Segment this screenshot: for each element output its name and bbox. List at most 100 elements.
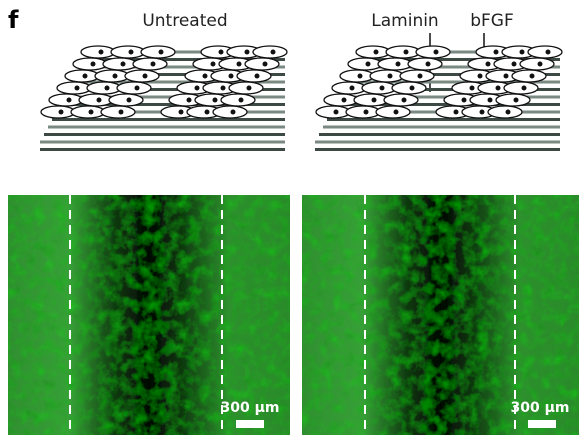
nucleus <box>211 62 216 67</box>
micrograph: 300 µm 300 µm <box>8 195 579 435</box>
cell <box>245 58 279 70</box>
cell <box>376 106 410 118</box>
schematic-label: bFGF <box>470 11 514 31</box>
nucleus <box>366 62 371 67</box>
scale-bar-label: 300 µm <box>221 400 280 416</box>
nucleus <box>512 62 517 67</box>
nucleus <box>410 86 415 91</box>
nucleus <box>271 50 276 55</box>
nucleus <box>263 62 268 67</box>
nucleus <box>388 74 393 79</box>
nucleus <box>404 50 409 55</box>
nucleus <box>496 86 501 91</box>
cell <box>512 70 546 82</box>
cell <box>87 82 121 94</box>
nucleus <box>121 62 126 67</box>
nucleus <box>159 50 164 55</box>
nucleus <box>143 74 148 79</box>
scale-bar <box>528 420 556 428</box>
cell <box>141 46 175 58</box>
scale-bar <box>236 420 264 428</box>
cell <box>101 106 135 118</box>
cell <box>133 58 167 70</box>
nucleus <box>195 86 200 91</box>
nucleus <box>67 98 72 103</box>
nucleus <box>127 98 132 103</box>
nucleus <box>179 110 184 115</box>
nucleus <box>488 98 493 103</box>
cell <box>229 82 263 94</box>
nucleus <box>237 62 242 67</box>
cell <box>221 94 255 106</box>
cell <box>253 46 287 58</box>
nucleus <box>205 110 210 115</box>
nucleus <box>151 62 156 67</box>
nucleus <box>402 98 407 103</box>
nucleus <box>59 110 64 115</box>
cell <box>520 58 554 70</box>
nucleus <box>426 62 431 67</box>
cell <box>392 82 426 94</box>
nucleus <box>462 98 467 103</box>
cell <box>504 82 538 94</box>
nucleus <box>546 50 551 55</box>
cell <box>125 70 159 82</box>
cell <box>496 94 530 106</box>
cell <box>362 82 396 94</box>
nucleus <box>358 74 363 79</box>
nucleus <box>538 62 543 67</box>
nucleus <box>255 74 260 79</box>
nucleus <box>89 110 94 115</box>
image-right <box>302 195 579 435</box>
cell <box>384 94 418 106</box>
cell <box>41 106 75 118</box>
cell <box>103 58 137 70</box>
nucleus <box>229 74 234 79</box>
nucleus <box>203 74 208 79</box>
nucleus <box>506 110 511 115</box>
cell <box>332 82 366 94</box>
schematic-label: Untreated <box>142 11 227 31</box>
cell <box>528 46 562 58</box>
cell <box>356 46 390 58</box>
cell <box>348 58 382 70</box>
schematics <box>40 46 562 150</box>
cell <box>81 46 115 58</box>
cell <box>386 46 420 58</box>
nucleus <box>504 74 509 79</box>
cell <box>340 70 374 82</box>
schematic-label: Laminin <box>371 11 438 31</box>
nucleus <box>135 86 140 91</box>
nucleus <box>83 74 88 79</box>
cell <box>324 94 358 106</box>
cell <box>316 106 350 118</box>
nucleus <box>91 62 96 67</box>
nucleus <box>245 50 250 55</box>
cell <box>408 58 442 70</box>
nucleus <box>129 50 134 55</box>
cell <box>488 106 522 118</box>
nucleus <box>380 86 385 91</box>
nucleus <box>219 50 224 55</box>
nucleus <box>418 74 423 79</box>
nucleus <box>520 50 525 55</box>
nucleus <box>350 86 355 91</box>
cell <box>71 106 105 118</box>
cell <box>57 82 91 94</box>
cell <box>416 46 450 58</box>
image-left <box>8 195 290 435</box>
nucleus <box>454 110 459 115</box>
nucleus <box>486 62 491 67</box>
cell <box>378 58 412 70</box>
cell <box>79 94 113 106</box>
nucleus <box>334 110 339 115</box>
nucleus <box>434 50 439 55</box>
cell <box>65 70 99 82</box>
nucleus <box>364 110 369 115</box>
nucleus <box>396 62 401 67</box>
nucleus <box>119 110 124 115</box>
cell <box>237 70 271 82</box>
nucleus <box>75 86 80 91</box>
scale-bar-label: 300 µm <box>511 400 570 416</box>
cell <box>346 106 380 118</box>
